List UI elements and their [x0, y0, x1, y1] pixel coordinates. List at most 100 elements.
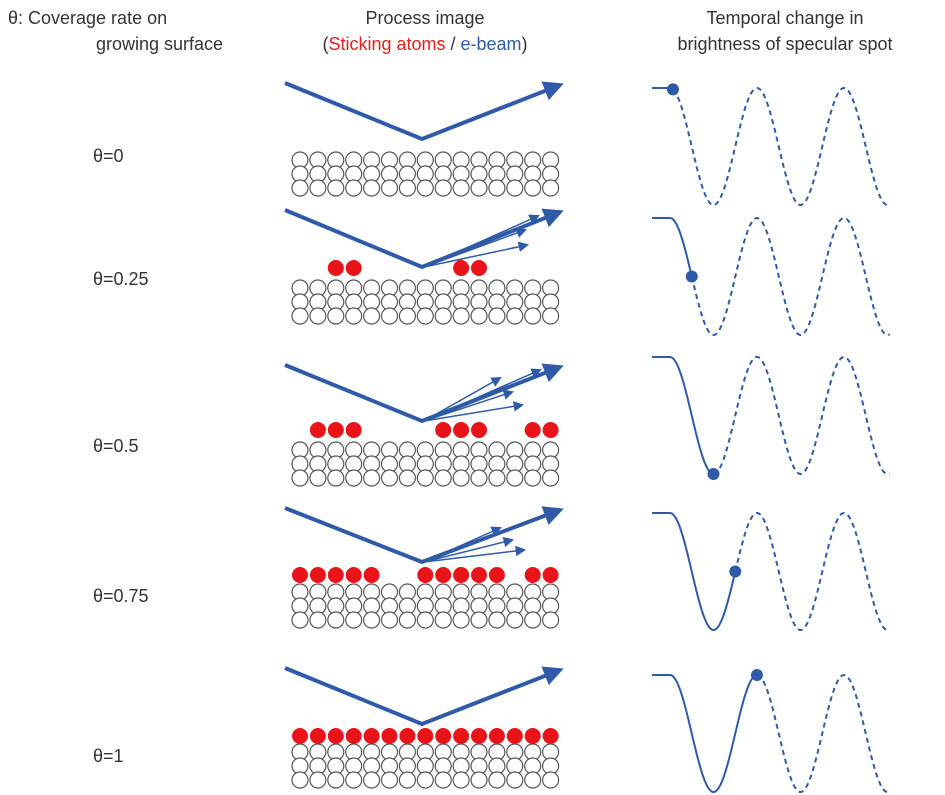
substrate-atom — [345, 469, 363, 487]
curve-solid — [652, 674, 758, 793]
sticking-atom — [345, 567, 362, 583]
sticking-atom — [292, 728, 308, 744]
substrate-atom — [327, 771, 345, 789]
sticking-atom — [363, 567, 380, 583]
substrate-atom — [309, 307, 327, 325]
scattered-beam — [423, 227, 527, 268]
substrate-atom — [506, 307, 524, 325]
sticking-atom — [524, 728, 541, 744]
process-legend: (Sticking atoms / e-beam) — [322, 34, 527, 54]
substrate-atom — [398, 611, 416, 629]
sticking-atom — [435, 422, 452, 438]
sticking-atom — [542, 567, 559, 583]
substrate-atom — [398, 771, 416, 789]
substrate-atom — [380, 179, 399, 197]
substrate-atom — [524, 469, 542, 487]
legend-beam: e-beam — [461, 34, 522, 54]
e-beam — [284, 506, 564, 565]
sticking-atom — [345, 728, 362, 744]
substrate-atom — [309, 611, 327, 629]
substrate-atom — [452, 771, 470, 789]
curve-solid — [652, 512, 736, 631]
sticking-atom — [417, 728, 434, 744]
substrate-atom — [309, 179, 327, 197]
coverage-header: growing surface — [96, 34, 223, 54]
legend-paren: ( — [322, 34, 328, 54]
substrate-atom — [309, 771, 327, 789]
process-header: Process image — [365, 8, 484, 28]
sticking-atom — [542, 422, 559, 438]
sticking-atom — [435, 728, 452, 744]
substrate-atom — [398, 307, 416, 325]
sticking-atom — [453, 260, 470, 276]
scattered-beam — [423, 545, 527, 563]
substrate-atom — [416, 307, 434, 325]
sticking-atom — [417, 567, 434, 583]
substrate-atom — [506, 611, 524, 629]
coverage-label: θ=0.25 — [93, 269, 149, 289]
substrate-atom — [434, 307, 452, 325]
substrate-atom — [291, 611, 309, 629]
e-beam — [284, 363, 564, 424]
substrate-atom — [398, 179, 416, 197]
sticking-atom — [471, 422, 487, 438]
curve-solid — [652, 217, 692, 274]
sticking-atom — [542, 728, 559, 744]
substrate-atom — [488, 611, 506, 629]
substrate-atom — [524, 771, 542, 789]
scattered-beam — [423, 376, 502, 422]
substrate-atom — [452, 611, 470, 629]
substrate-atom — [291, 179, 309, 197]
substrate-atom — [291, 771, 309, 789]
brightness-header: brightness of specular spot — [677, 34, 892, 54]
substrate-atom — [434, 611, 452, 629]
sticking-atom — [292, 567, 308, 583]
substrate-atom — [363, 771, 381, 789]
substrate-atom — [470, 307, 488, 325]
substrate-atom — [416, 771, 434, 789]
brightness-header: Temporal change in — [706, 8, 863, 28]
sticking-atom — [363, 728, 380, 744]
legend-atoms: Sticking atoms — [328, 34, 445, 54]
curve-dot — [707, 468, 720, 480]
substrate-atom — [524, 611, 542, 629]
substrate-atom — [541, 611, 560, 629]
sticking-atom — [524, 422, 541, 438]
coverage-label: θ=0.75 — [93, 586, 149, 606]
scattered-beam — [423, 389, 514, 422]
substrate-atom — [452, 469, 470, 487]
sticking-atom — [327, 728, 344, 744]
sticking-atom — [471, 260, 487, 276]
coverage-header: θ: Coverage rate on — [8, 8, 167, 28]
substrate-atom — [363, 611, 381, 629]
scattered-beam — [423, 214, 540, 268]
substrate-atom — [541, 179, 560, 197]
sticking-atom — [327, 260, 344, 276]
substrate-atom — [416, 469, 434, 487]
sticking-atom — [471, 728, 487, 744]
substrate-atom — [363, 179, 381, 197]
substrate-atom — [524, 179, 542, 197]
sticking-atom — [345, 260, 362, 276]
substrate-atom — [488, 771, 506, 789]
e-beam — [284, 81, 564, 142]
substrate-atom — [380, 307, 399, 325]
sticking-atom — [309, 728, 326, 744]
curve-dot — [729, 565, 742, 578]
substrate-atom — [488, 307, 506, 325]
substrate-atom — [345, 771, 363, 789]
substrate-atom — [380, 611, 399, 629]
legend-sep: / — [446, 34, 461, 54]
substrate-atom — [327, 611, 345, 629]
sticking-atom — [399, 728, 416, 744]
substrate-atom — [452, 179, 470, 197]
substrate-atom — [345, 307, 363, 325]
substrate-atom — [524, 307, 542, 325]
substrate-atom — [434, 469, 452, 487]
sticking-atom — [488, 728, 505, 744]
coverage-label: θ=0.5 — [93, 436, 139, 456]
coverage-label: θ=0 — [93, 146, 124, 166]
substrate-atom — [363, 307, 381, 325]
substrate-atom — [363, 469, 381, 487]
curve-dashed — [672, 86, 891, 206]
